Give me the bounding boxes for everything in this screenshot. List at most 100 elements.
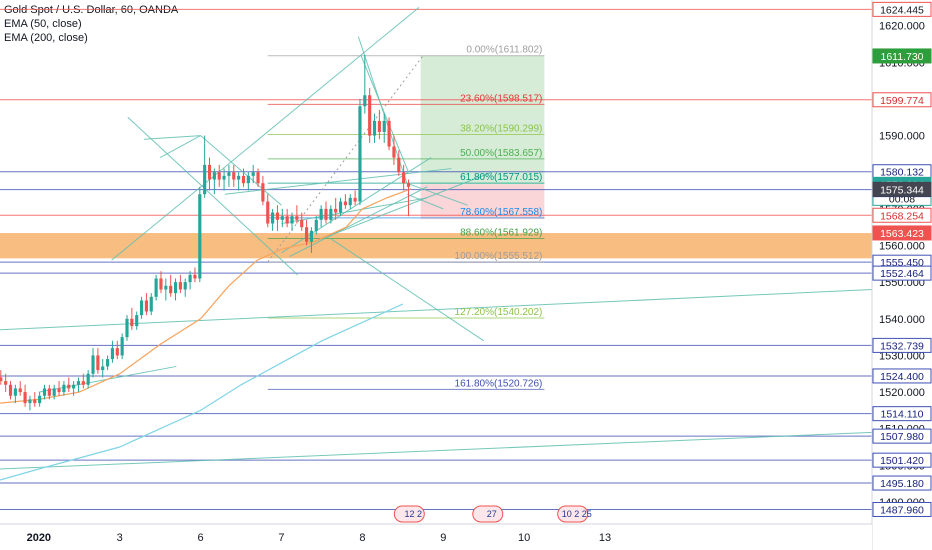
candle-54 [261,175,265,206]
x-tick-1: 3 [117,532,123,544]
candle-3 [13,384,17,404]
event-label-2: 10 2 25 [562,509,592,519]
candle-58 [280,208,284,228]
price-label-16: 1495.180 [872,475,932,491]
event-marker-0: 12 2 [393,505,425,523]
candles-layer [0,54,411,411]
y-tick-13: 1620.000 [879,21,925,33]
candle-32 [154,274,158,301]
candle-33 [159,271,163,294]
candle-79 [382,113,386,143]
price-label-text-17: 1487.960 [880,504,924,516]
candle-27 [130,307,134,330]
candle-48 [232,164,236,187]
trend-line-0 [143,135,201,140]
candle-14 [67,377,71,393]
y-tick-7: 1560.000 [879,241,925,253]
fib-label-5: 78.60%(1567.558) [460,207,542,218]
candle-59 [285,208,289,228]
candle-65 [314,216,318,235]
candle-77 [372,113,377,143]
price-label-text-0: 1624.445 [880,4,924,16]
price-label-12: 1524.400 [872,368,932,384]
candle-18 [86,370,90,389]
price-label-text-1: 1611.730 [880,51,923,63]
price-label-text-13: 1514.110 [880,409,923,421]
candle-62 [300,212,304,231]
fib-diagonal [267,55,424,263]
candle-21 [101,359,105,378]
fib-label-6: 88.60%(1561.929) [460,227,542,238]
price-label-3: 1580.132 [872,164,932,180]
price-label-14: 1507.980 [872,428,932,444]
y-tick-5: 1540.000 [879,314,925,326]
candle-39 [188,271,192,290]
fib-label-1: 23.60%(1598.517) [460,93,542,104]
trend-line-14 [406,182,468,206]
events-layer: 12 2 27 10 2 25 [393,505,592,523]
candle-80 [387,117,391,151]
price-label-text-14: 1507.980 [880,431,924,443]
drawing-lines-layer [0,6,872,510]
event-marker-1: 27 [472,505,504,523]
candle-0 [0,370,3,385]
trend-line-5 [0,288,872,331]
price-label-6: 1575.344 [872,181,932,197]
y-tick-3: 1520.000 [879,387,925,399]
candle-6 [28,395,32,411]
chart-legend: Gold Spot / U.S. Dollar, 60, OANDA EMA (… [4,3,178,45]
candle-28 [135,311,139,330]
candle-17 [81,373,85,389]
x-tick-2: 6 [198,532,204,544]
candle-22 [106,355,110,371]
legend-ema200[interactable]: EMA (200, close) [4,32,88,44]
fib-label-0: 0.00%(1611.802) [466,45,542,56]
support-zone [0,233,872,259]
price-label-text-2: 1599.774 [880,95,924,107]
candle-61 [295,205,299,224]
legend-symbol[interactable]: Gold Spot / U.S. Dollar, 60, OANDA [4,4,179,16]
candle-84 [406,179,411,217]
candle-63 [304,219,309,246]
candle-19 [91,348,95,378]
legend-ema50[interactable]: EMA (50, close) [4,18,82,30]
price-label-17: 1487.960 [872,501,932,517]
candle-78 [377,109,381,140]
ema200-line [0,303,404,481]
price-label-1: 1611.730 [872,48,932,64]
candle-7 [33,392,37,407]
candle-70 [338,197,343,217]
candle-29 [139,296,144,319]
candle-36 [173,278,178,301]
candle-75 [363,54,367,114]
candle-81 [392,135,396,165]
candle-46 [222,168,226,191]
price-label-7: 1568.254 [872,207,932,223]
price-label-text-12: 1524.400 [880,371,924,383]
candle-34 [164,278,168,301]
candle-53 [256,168,260,187]
x-tick-3: 7 [278,532,284,544]
trend-line-10 [281,197,428,225]
candle-31 [149,293,153,316]
candle-41 [198,186,202,283]
candle-10 [47,384,51,400]
candle-5 [23,384,27,407]
candle-56 [271,208,275,231]
position-stop-zone [420,184,545,220]
trend-line-7 [111,6,420,261]
x-tick-6: 10 [518,532,530,544]
trend-line-11 [313,171,492,243]
candle-15 [72,381,76,396]
candle-25 [120,333,124,360]
candle-38 [183,278,187,297]
event-label-1: 27 [487,509,497,519]
fib-label-4: 61.80%(1577.015) [460,172,542,183]
candle-83 [402,164,406,191]
candle-8 [38,392,42,407]
trend-line-6 [0,431,872,470]
candle-23 [110,340,115,363]
price-label-2: 1599.774 [872,92,932,108]
